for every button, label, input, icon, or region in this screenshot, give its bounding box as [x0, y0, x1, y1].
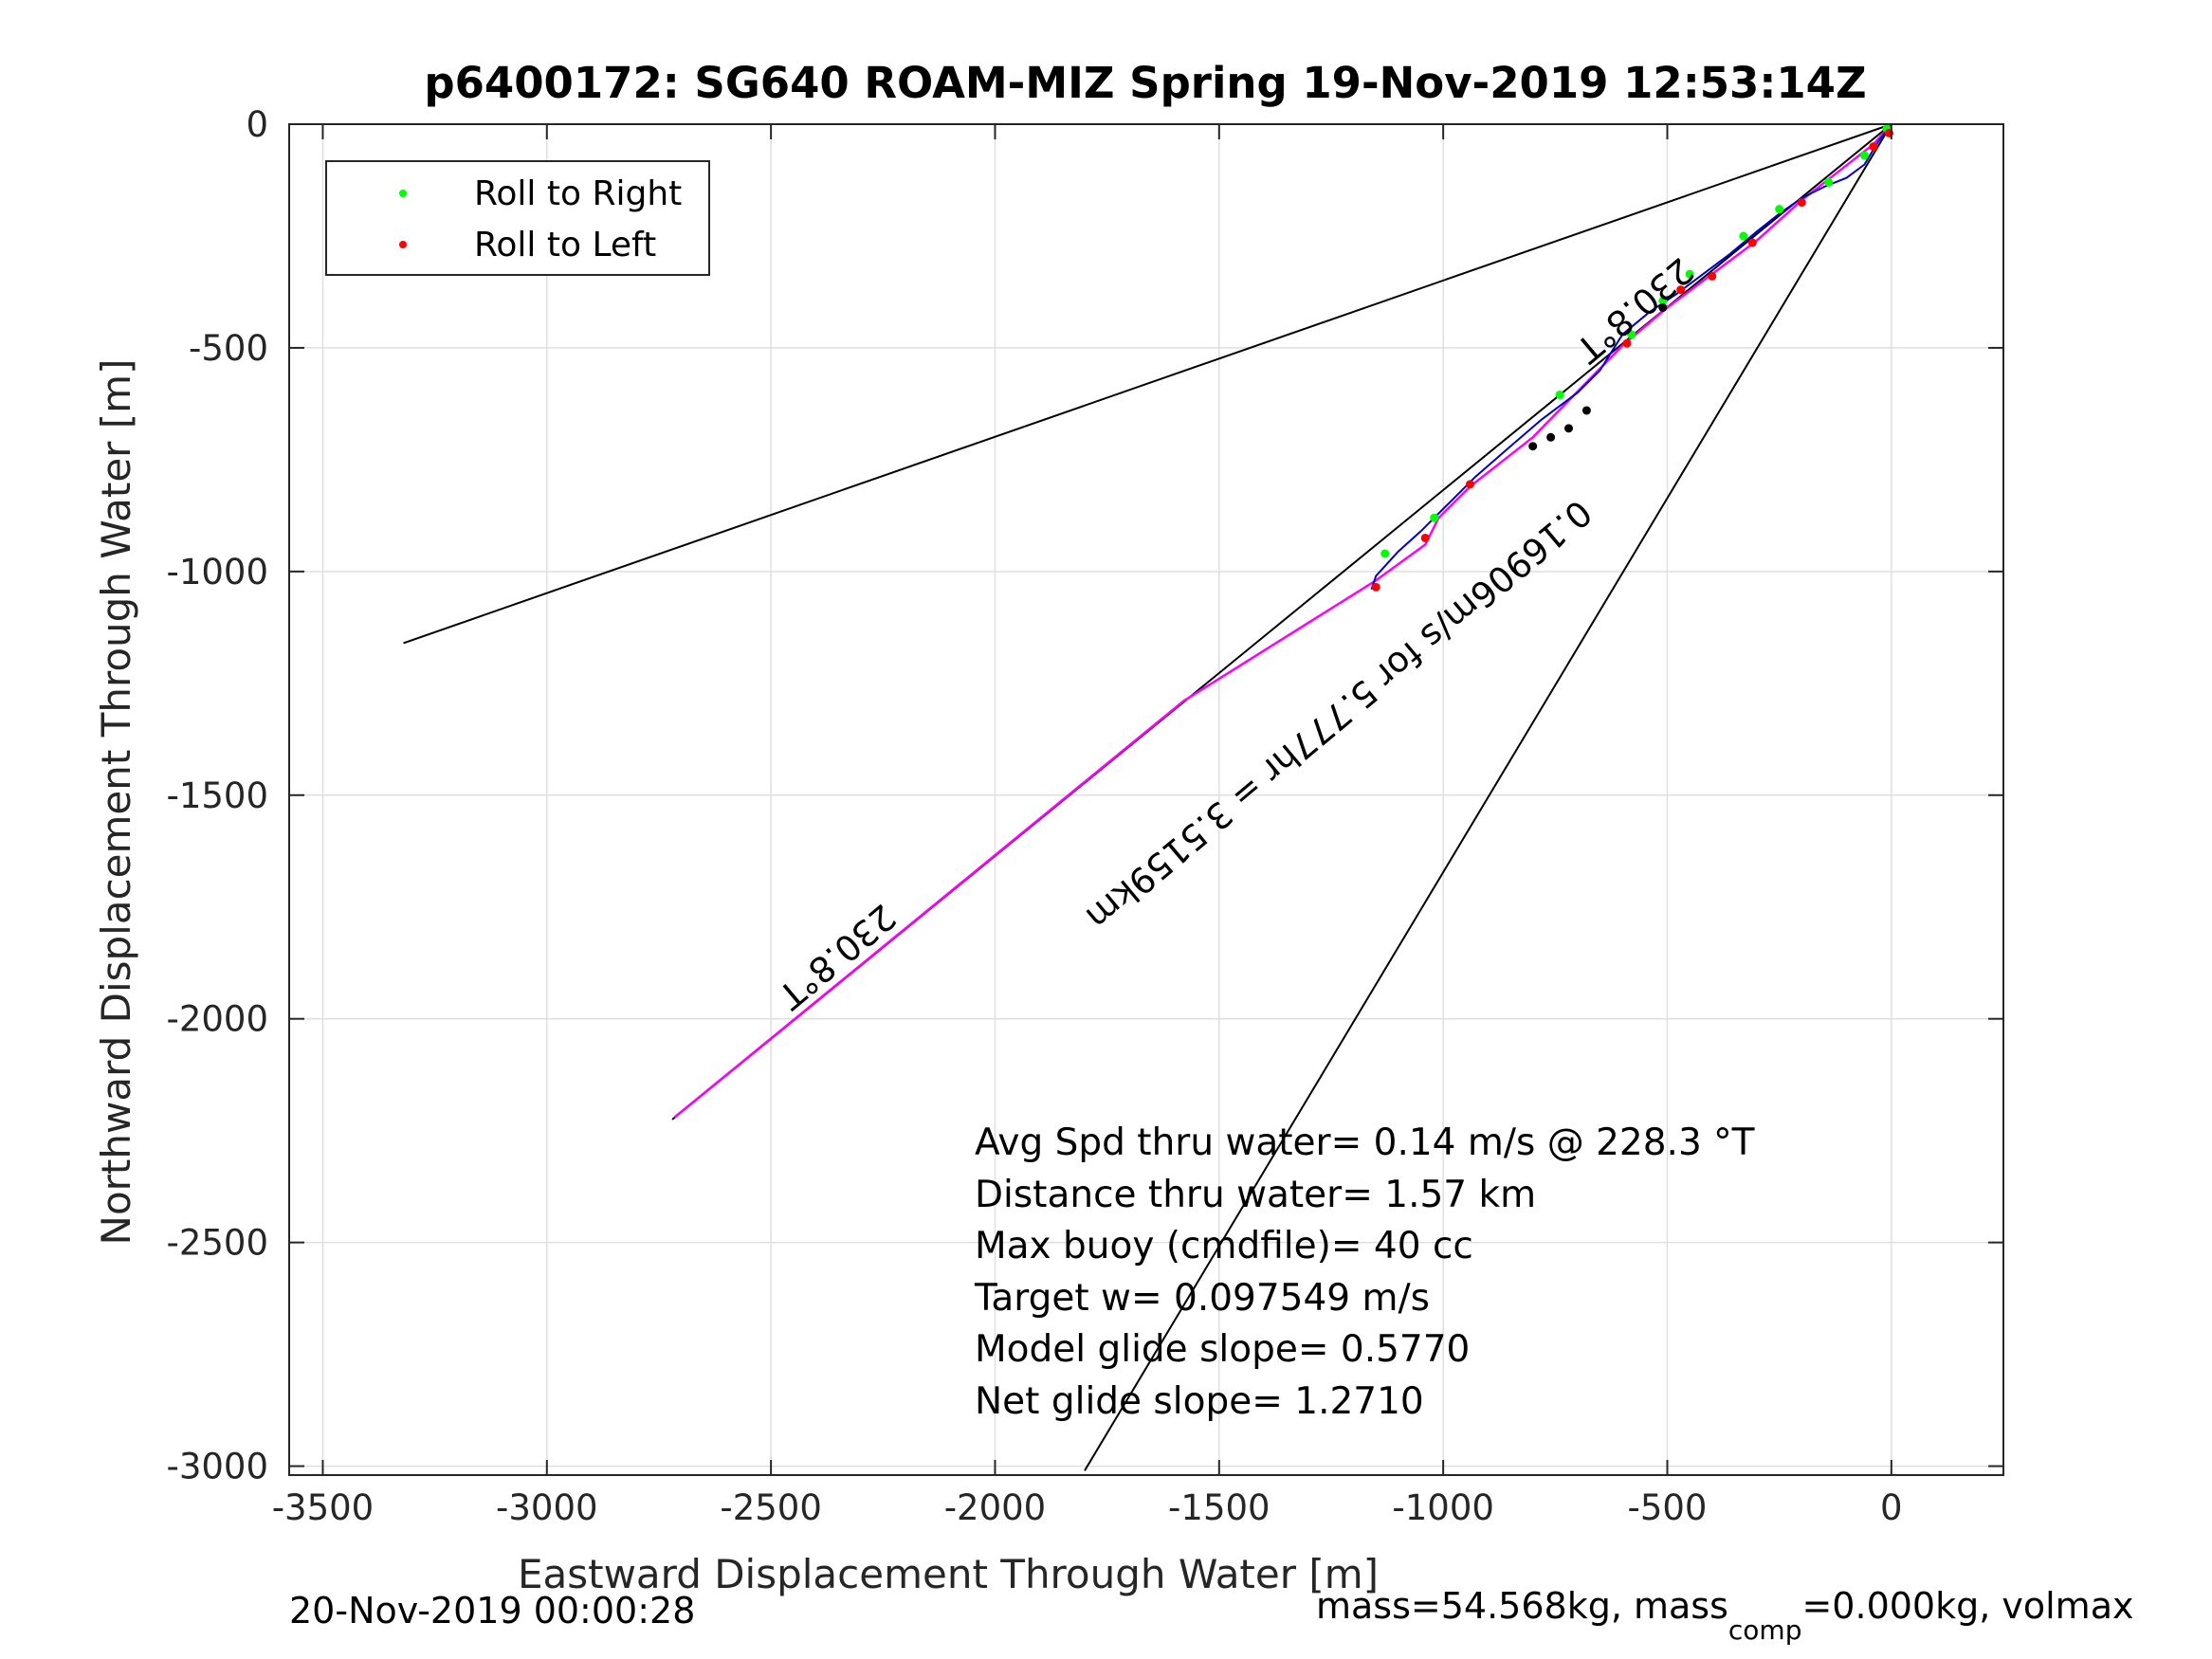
data-point-green	[1739, 231, 1748, 241]
x-tick-label: -2500	[720, 1487, 822, 1528]
data-point-red	[1676, 285, 1686, 295]
data-point-black	[1546, 432, 1556, 442]
footer-mass-prefix: mass=54.568kg, mass	[1316, 1585, 1728, 1627]
y-tick-label: -1000	[166, 552, 268, 592]
footer-mass-suffix: =0.000kg, volmax	[1801, 1585, 2133, 1627]
data-point-black	[1658, 302, 1668, 312]
series-black-line	[1084, 124, 1892, 1471]
data-point-green	[1555, 390, 1564, 399]
data-point-black	[1564, 424, 1574, 433]
footer-timestamp: 20-Nov-2019 00:00:28	[289, 1590, 695, 1632]
legend-marker-roll-left	[399, 241, 407, 248]
legend: Roll to Right Roll to Left	[325, 160, 710, 276]
series-black-line	[403, 124, 1892, 645]
data-point-red	[1371, 582, 1380, 592]
data-point-red	[1797, 198, 1806, 208]
data-point-green	[1627, 330, 1636, 339]
data-point-green	[1685, 269, 1694, 279]
data-point-red	[1869, 142, 1878, 152]
chart-title: p6400172: SG640 ROAM-MIZ Spring 19-Nov-2…	[424, 58, 1866, 108]
y-tick-label: -500	[189, 328, 268, 369]
data-point-red	[1747, 238, 1757, 247]
data-point-green	[1380, 549, 1390, 558]
footer-mass-sub: comp	[1728, 1614, 1802, 1646]
data-point-red	[1622, 338, 1632, 348]
legend-box	[325, 160, 710, 276]
stats-line: Net glide slope= 1.2710	[975, 1380, 1424, 1423]
axes-box	[288, 123, 2004, 1476]
data-point-red	[1466, 480, 1475, 489]
tick-labels: -3500 -3000 -2500 -2000 -1500 -1000 -500 00-500…	[166, 104, 1902, 1528]
x-tick-label: -3000	[496, 1487, 598, 1528]
data-point-red	[1708, 271, 1717, 281]
x-tick-label: -2000	[944, 1487, 1047, 1528]
stats-line: Model glide slope= 0.5770	[975, 1328, 1470, 1371]
y-tick-label: -2500	[166, 1223, 268, 1264]
y-tick-label: -3000	[166, 1447, 268, 1487]
legend-marker-roll-right	[399, 190, 407, 197]
x-tick-label: -3500	[272, 1487, 375, 1528]
stats-line: Max buoy (cmdfile)= 40 cc	[975, 1225, 1473, 1267]
data-point-red	[1420, 533, 1430, 542]
data-point-green	[1775, 205, 1784, 214]
data-point-green	[1824, 177, 1834, 187]
x-tick-label: -1500	[1168, 1487, 1271, 1528]
data-point-green	[1658, 296, 1668, 305]
y-tick-label: -1500	[166, 775, 268, 816]
data-point-green	[1859, 151, 1869, 160]
y-axis-label: Northward Displacement Through Water [m]	[93, 359, 139, 1246]
stats-line: Avg Spd thru water= 0.14 m/s @ 228.3 °T	[975, 1121, 1755, 1164]
data-point-black	[1528, 442, 1538, 451]
y-tick-label: -2000	[166, 999, 268, 1040]
stats-block: Avg Spd thru water= 0.14 m/s @ 228.3 °T …	[974, 1121, 1755, 1423]
y-tick-label: 0	[246, 104, 268, 145]
plot-area	[403, 124, 1893, 1471]
x-tick-label: 0	[1880, 1487, 1903, 1528]
x-axis-label: Eastward Displacement Through Water [m]	[518, 1551, 1379, 1597]
legend-label-roll-right: Roll to Right	[474, 174, 682, 213]
x-tick-label: -500	[1627, 1487, 1707, 1528]
stats-line: Distance thru water= 1.57 km	[975, 1174, 1536, 1216]
footer-mass: mass=54.568kg, masscomp=0.000kg, volmax	[1316, 1585, 2133, 1646]
stats-line: Target w= 0.097549 m/s	[974, 1277, 1430, 1320]
x-tick-label: -1000	[1392, 1487, 1494, 1528]
data-point-green	[1430, 513, 1439, 522]
data-point-black	[1581, 406, 1591, 415]
ticks	[289, 123, 2003, 1475]
legend-label-roll-left: Roll to Left	[474, 226, 656, 264]
